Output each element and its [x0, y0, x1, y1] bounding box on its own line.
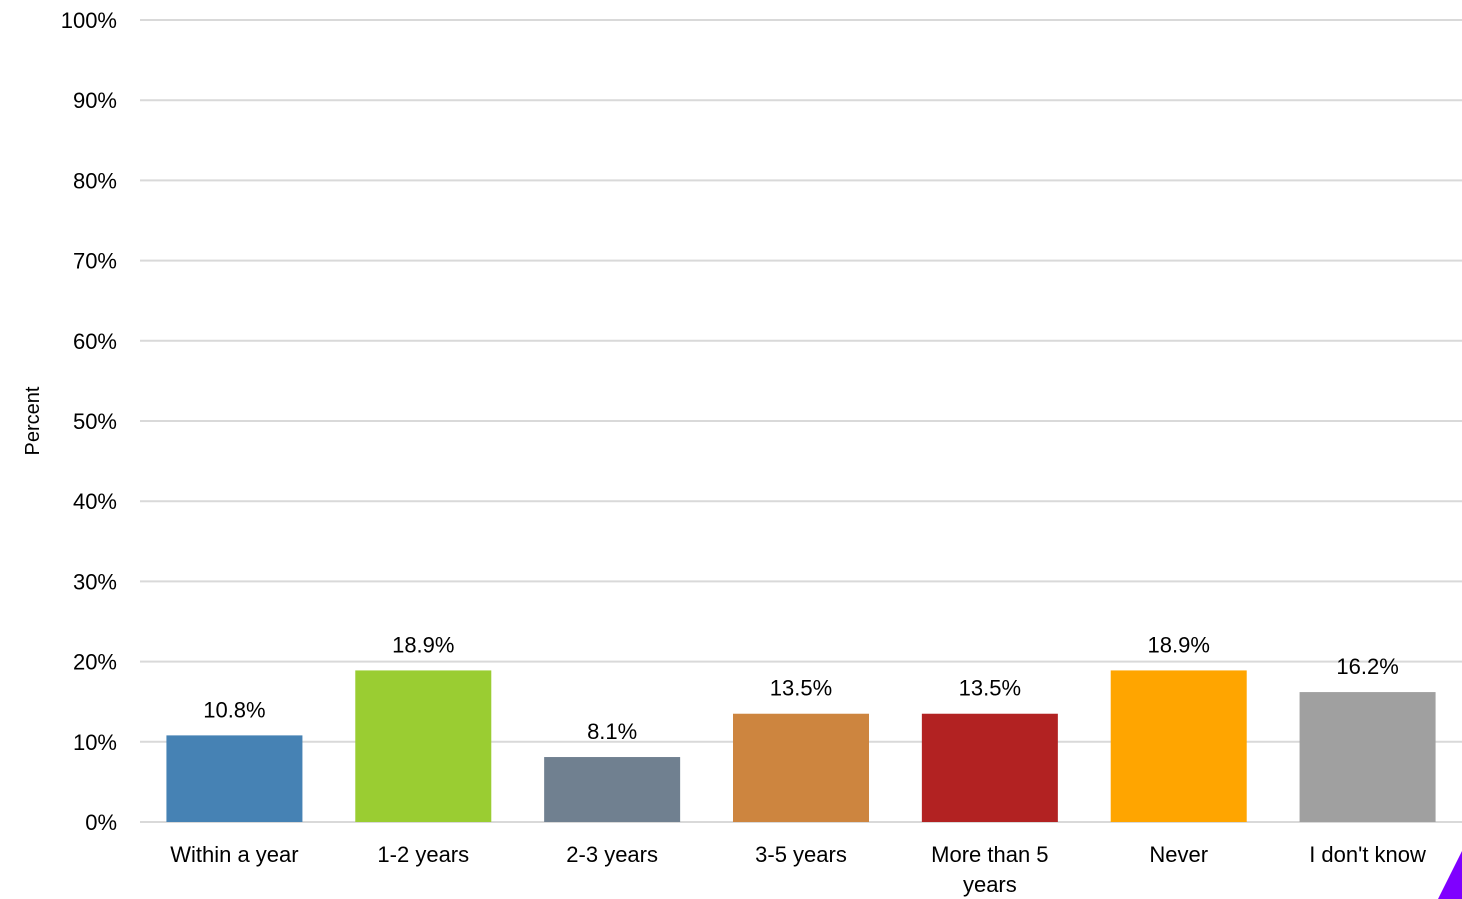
y-tick-label: 80% [73, 168, 117, 193]
data-label: 16.2% [1336, 654, 1398, 679]
x-tick-label: 3-5 years [755, 842, 847, 867]
y-tick-label: 0% [85, 810, 117, 835]
data-label: 13.5% [770, 676, 832, 701]
y-tick-label: 50% [73, 409, 117, 434]
y-tick-label: 70% [73, 249, 117, 274]
x-tick-label: I don't know [1309, 842, 1426, 867]
y-axis-title: Percent [22, 386, 44, 455]
bar [355, 670, 492, 822]
bar [921, 713, 1058, 822]
x-tick-label: Never [1149, 842, 1208, 867]
bar [1299, 692, 1436, 822]
data-label: 13.5% [959, 676, 1021, 701]
y-axis-ticks: 0% 10% 20% 30% 40% 50% 60% 70% 80% 90% 100% [61, 8, 117, 835]
data-label: 8.1% [587, 719, 637, 744]
y-tick-label: 30% [73, 569, 117, 594]
bar [1110, 670, 1247, 822]
x-tick-label: More than 5 years [931, 842, 1048, 897]
y-tick-label: 40% [73, 489, 117, 514]
data-label: 18.9% [392, 632, 454, 657]
y-tick-label: 20% [73, 650, 117, 675]
x-tick-label: 1-2 years [377, 842, 469, 867]
bars [166, 670, 1436, 822]
gridlines [140, 19, 1462, 823]
data-label: 10.8% [203, 697, 265, 722]
x-axis-ticks: Within a year 1-2 years 2-3 years 3-5 years… [170, 842, 1426, 897]
bar [544, 757, 681, 822]
x-tick-label: 2-3 years [566, 842, 658, 867]
y-tick-label: 90% [73, 88, 117, 113]
data-labels: 10.8% 18.9% 8.1% 13.5% 13.5% 18.9% 16.2% [203, 632, 1399, 744]
y-tick-label: 100% [61, 8, 117, 33]
data-label: 18.9% [1148, 632, 1210, 657]
bar [733, 713, 869, 822]
y-tick-label: 60% [73, 329, 117, 354]
corner-triangle-icon [1438, 851, 1462, 899]
y-tick-label: 10% [73, 730, 117, 755]
bar [166, 735, 303, 822]
x-tick-label: Within a year [170, 842, 298, 867]
